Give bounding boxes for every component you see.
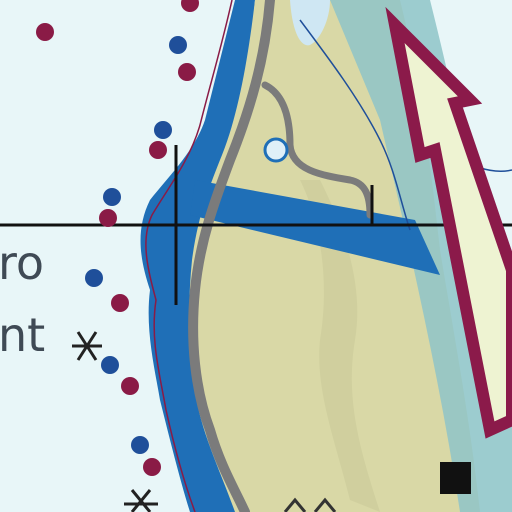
- beacon-square-icon: [440, 462, 471, 494]
- buoy-marker: [263, 137, 289, 163]
- place-label-lower: nt: [0, 308, 46, 362]
- place-label-upper: ro: [0, 236, 45, 290]
- depth-contour: [145, 0, 233, 512]
- terrain-shade: [300, 180, 380, 512]
- sounding-dots: [36, 0, 199, 476]
- side-road: [261, 81, 374, 219]
- rock-awash-icon: [124, 489, 158, 512]
- bottom-hatch: [283, 497, 337, 512]
- channel-band: [190, 180, 440, 275]
- traffic-direction-arrow-icon: [385, 6, 512, 439]
- pond: [290, 0, 330, 46]
- land-contour: [299, 19, 411, 231]
- rock-awash-icon: [72, 331, 102, 361]
- coastal-road: [188, 0, 275, 512]
